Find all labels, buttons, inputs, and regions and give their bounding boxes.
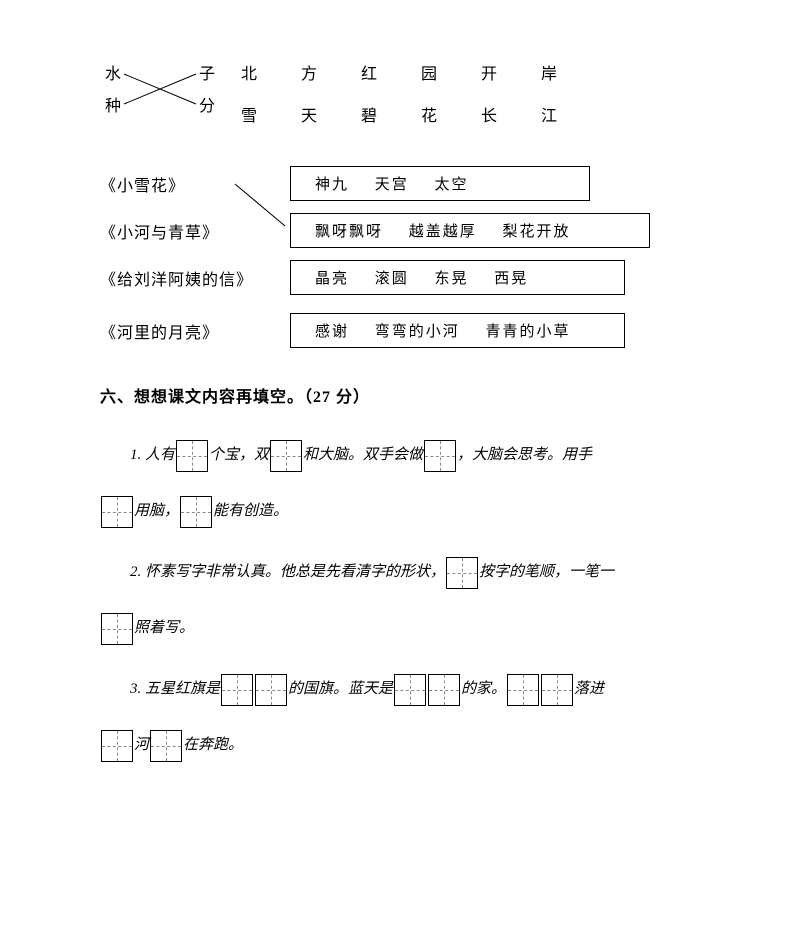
char-grid-row1: 水 子 种 分 北 方 红 园 开 岸 雪 天 碧 花 长 — [100, 60, 720, 126]
question-3: 3. 五星红旗是 的国旗。蓝天是 的家。 落进 — [100, 666, 720, 712]
char: 开 — [460, 60, 520, 84]
tian-box[interactable] — [101, 496, 133, 528]
tian-box[interactable] — [424, 440, 456, 472]
char: 长 — [460, 102, 520, 126]
question-1: 1. 人有 个宝，双 和大脑。双手会做 ，大脑会思考。用手 — [100, 432, 720, 478]
match-word: 天宫 — [375, 173, 409, 194]
match-word: 太空 — [435, 173, 469, 194]
tian-box[interactable] — [428, 674, 460, 706]
char: 天 — [280, 102, 340, 126]
question-3-cont: 河 在奔跑。 — [100, 722, 720, 768]
match-word: 青青的小草 — [486, 320, 571, 341]
q-text: 落进 — [574, 681, 604, 697]
q-text: 和大脑。双手会做 — [303, 447, 423, 463]
match-box: 感谢 弯弯的小河 青青的小草 — [290, 313, 625, 348]
match-word: 神九 — [315, 173, 349, 194]
question-1-cont: 用脑， 能有创造。 — [100, 488, 720, 534]
match-word: 感谢 — [315, 320, 349, 341]
q-text: 按字的笔顺，一笔一 — [479, 564, 614, 580]
char: 江 — [520, 102, 580, 126]
char: 碧 — [340, 102, 400, 126]
q-text: 2. 怀素写字非常认真。他总是先看清字的形状， — [130, 564, 445, 580]
match-word: 弯弯的小河 — [375, 320, 460, 341]
match-box: 晶亮 滚圆 东晃 西晃 — [290, 260, 625, 295]
match-title: 《给刘洋阿姨的信》 — [100, 266, 250, 290]
tian-box[interactable] — [270, 440, 302, 472]
q-text: ，大脑会思考。用手 — [457, 447, 592, 463]
q-text: 的家。 — [461, 681, 506, 697]
q-text: 1. 人有 — [130, 447, 175, 463]
tian-box[interactable] — [101, 613, 133, 645]
match-word: 飘呀飘呀 — [315, 220, 383, 241]
match-title: 《小雪花》 — [100, 172, 250, 196]
q-text: 能有创造。 — [213, 503, 288, 519]
q-text: 用脑， — [134, 503, 179, 519]
section-heading: 六、想想课文内容再填空。（27 分） — [100, 383, 720, 407]
tian-box[interactable] — [507, 674, 539, 706]
tian-box[interactable] — [446, 557, 478, 589]
char: 北 — [220, 60, 280, 84]
fill-in-section: 1. 人有 个宝，双 和大脑。双手会做 ，大脑会思考。用手 用脑， 能有创造。 2. 怀… — [100, 432, 720, 768]
match-word: 东晃 — [435, 267, 469, 288]
match-box: 神九 天宫 太空 — [290, 166, 590, 201]
char: 方 — [280, 60, 340, 84]
q-text: 照着写。 — [134, 620, 194, 636]
char: 岸 — [520, 60, 580, 84]
match-word: 滚圆 — [375, 267, 409, 288]
q-text: 的国旗。蓝天是 — [288, 681, 393, 697]
char: 雪 — [220, 102, 280, 126]
match-word: 越盖越厚 — [409, 220, 477, 241]
q-text: 河 — [134, 737, 149, 753]
tian-box[interactable] — [394, 674, 426, 706]
tian-box[interactable] — [180, 496, 212, 528]
match-title: 《河里的月亮》 — [100, 319, 250, 343]
q-text: 3. 五星红旗是 — [130, 681, 220, 697]
match-box: 飘呀飘呀 越盖越厚 梨花开放 — [290, 213, 650, 248]
question-2: 2. 怀素写字非常认真。他总是先看清字的形状， 按字的笔顺，一笔一 — [100, 549, 720, 595]
q-text: 个宝，双 — [209, 447, 269, 463]
char: 花 — [400, 102, 460, 126]
char: 红 — [340, 60, 400, 84]
tian-box[interactable] — [176, 440, 208, 472]
match-word: 西晃 — [494, 267, 528, 288]
tian-box[interactable] — [221, 674, 253, 706]
match-word: 梨花开放 — [503, 220, 571, 241]
matching-section: 《小雪花》 神九 天宫 太空 《小河与青草》 飘呀飘呀 越盖越厚 梨花开放 《给… — [100, 166, 720, 348]
tian-box[interactable] — [101, 730, 133, 762]
q-text: 在奔跑。 — [183, 737, 243, 753]
question-2-cont: 照着写。 — [100, 605, 720, 651]
cross-pair: 水 子 种 分 — [100, 60, 220, 116]
match-word: 晶亮 — [315, 267, 349, 288]
tian-box[interactable] — [541, 674, 573, 706]
char: 园 — [400, 60, 460, 84]
tian-box[interactable] — [150, 730, 182, 762]
match-title: 《小河与青草》 — [100, 219, 250, 243]
tian-box[interactable] — [255, 674, 287, 706]
